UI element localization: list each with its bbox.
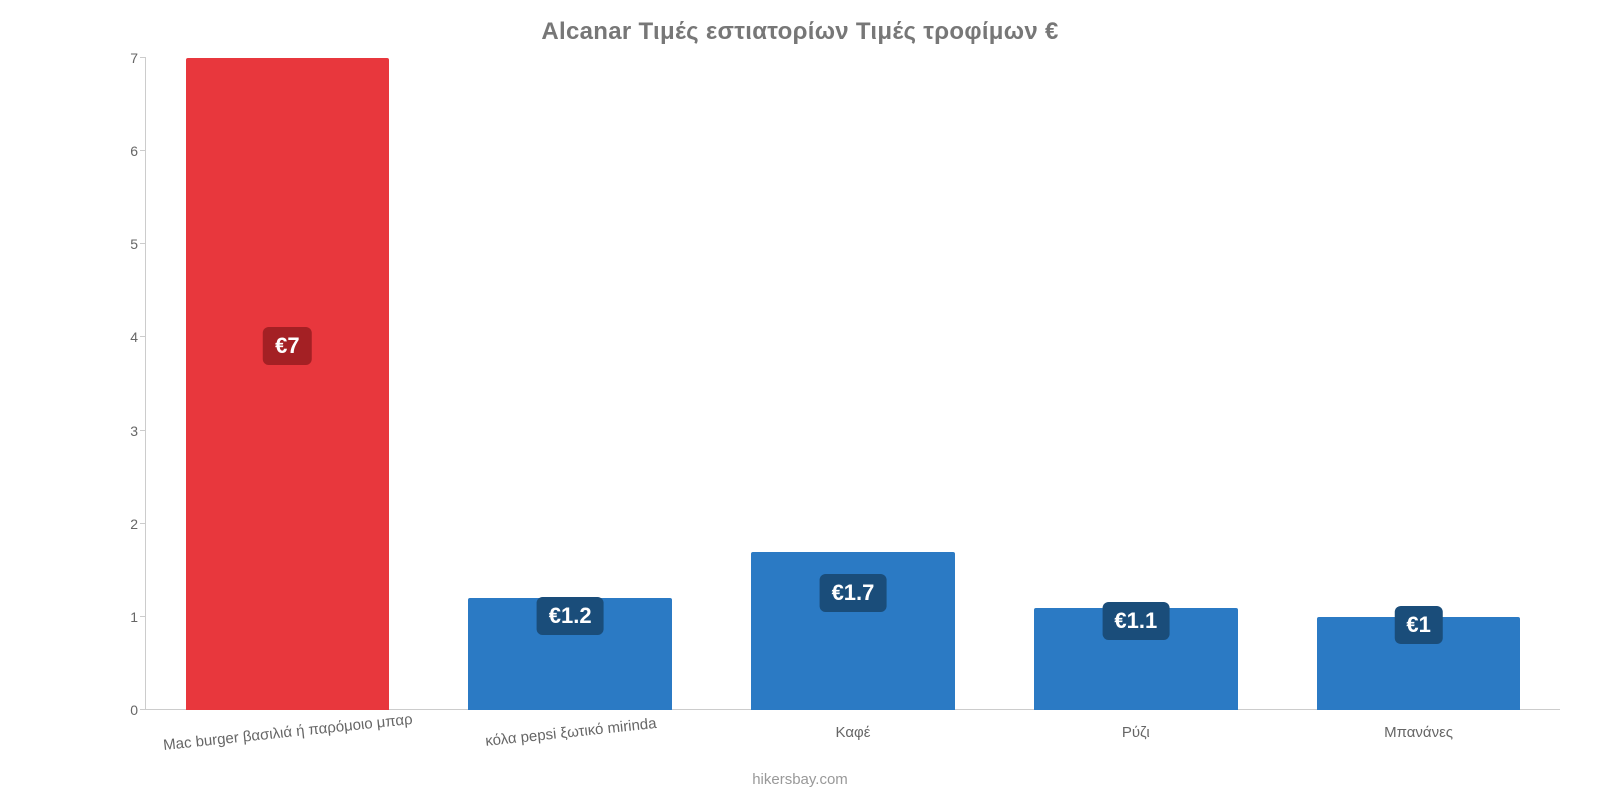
x-category-label: Καφέ — [836, 724, 871, 741]
bar — [186, 58, 390, 710]
bar-slot: €1.7Καφέ — [712, 58, 995, 710]
y-tick-mark — [140, 243, 146, 244]
bar-slot: €1.1Ρύζι — [994, 58, 1277, 710]
x-category-label: κόλα pepsi ξωτικό mirinda — [485, 715, 658, 750]
bar-slot: €1.2κόλα pepsi ξωτικό mirinda — [429, 58, 712, 710]
chart-container: Alcanar Τιμές εστιατορίων Τιμές τροφίμων… — [0, 0, 1600, 800]
bar-value-label: €1.1 — [1102, 602, 1169, 640]
y-tick-mark — [140, 616, 146, 617]
x-category-label: Ρύζι — [1122, 724, 1150, 741]
y-tick-mark — [140, 430, 146, 431]
y-tick-label: 5 — [130, 236, 138, 252]
plot-area: €7Mac burger βασιλιά ή παρόμοιο μπαρ€1.2… — [145, 58, 1560, 710]
y-tick-mark — [140, 709, 146, 710]
y-tick-mark — [140, 523, 146, 524]
y-tick-label: 3 — [130, 423, 138, 439]
x-category-label: Μπανάνες — [1384, 724, 1453, 741]
y-tick-label: 4 — [130, 329, 138, 345]
chart-title: Alcanar Τιμές εστιατορίων Τιμές τροφίμων… — [0, 18, 1600, 46]
bar-value-label: €1.7 — [820, 574, 887, 612]
bar-slot: €1Μπανάνες — [1277, 58, 1560, 710]
y-tick-mark — [140, 336, 146, 337]
bars-layer: €7Mac burger βασιλιά ή παρόμοιο μπαρ€1.2… — [146, 58, 1560, 710]
y-tick-label: 6 — [130, 143, 138, 159]
y-tick-label: 1 — [130, 609, 138, 625]
y-tick-mark — [140, 150, 146, 151]
bar-value-label: €1.2 — [537, 597, 604, 635]
y-tick-label: 7 — [130, 50, 138, 66]
x-category-label: Mac burger βασιλιά ή παρόμοιο μπαρ — [163, 711, 414, 754]
bar-slot: €7Mac burger βασιλιά ή παρόμοιο μπαρ — [146, 58, 429, 710]
bar-value-label: €7 — [263, 327, 311, 365]
y-tick-label: 0 — [130, 702, 138, 718]
credit-text: hikersbay.com — [0, 771, 1600, 788]
y-tick-label: 2 — [130, 516, 138, 532]
bar-value-label: €1 — [1394, 606, 1442, 644]
y-tick-mark — [140, 57, 146, 58]
